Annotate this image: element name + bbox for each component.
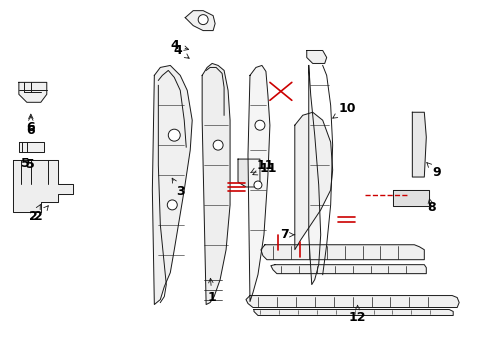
Circle shape	[213, 140, 223, 150]
Text: 9: 9	[426, 163, 440, 179]
Polygon shape	[185, 11, 215, 31]
Text: 4: 4	[174, 44, 189, 58]
Text: 3: 3	[172, 178, 184, 198]
Text: 6: 6	[26, 116, 35, 137]
Text: 1: 1	[207, 278, 216, 304]
Text: 12: 12	[348, 305, 366, 324]
Polygon shape	[294, 112, 332, 250]
Polygon shape	[152, 66, 192, 305]
Text: 5: 5	[21, 157, 30, 170]
Circle shape	[253, 181, 262, 189]
Polygon shape	[411, 112, 426, 177]
Circle shape	[167, 200, 177, 210]
Polygon shape	[270, 265, 426, 274]
Text: 2: 2	[34, 206, 48, 223]
Text: 2: 2	[29, 205, 41, 223]
Text: 7: 7	[280, 228, 294, 241]
Polygon shape	[245, 296, 458, 307]
Polygon shape	[306, 50, 326, 63]
Text: 8: 8	[426, 198, 435, 215]
Polygon shape	[19, 142, 44, 152]
Polygon shape	[247, 66, 269, 302]
Text: 4: 4	[170, 39, 188, 52]
Text: 5: 5	[26, 158, 35, 171]
Polygon shape	[19, 82, 47, 102]
Text: 6: 6	[26, 114, 35, 134]
Polygon shape	[202, 63, 229, 305]
Polygon shape	[393, 190, 428, 206]
Text: 11: 11	[250, 158, 273, 172]
Text: 11: 11	[252, 162, 276, 175]
Circle shape	[168, 129, 180, 141]
Polygon shape	[253, 310, 452, 315]
Polygon shape	[261, 245, 424, 260]
Circle shape	[198, 15, 208, 24]
Text: 10: 10	[332, 102, 356, 118]
Polygon shape	[238, 159, 260, 187]
Circle shape	[254, 120, 264, 130]
Polygon shape	[308, 66, 320, 285]
Polygon shape	[13, 160, 73, 212]
